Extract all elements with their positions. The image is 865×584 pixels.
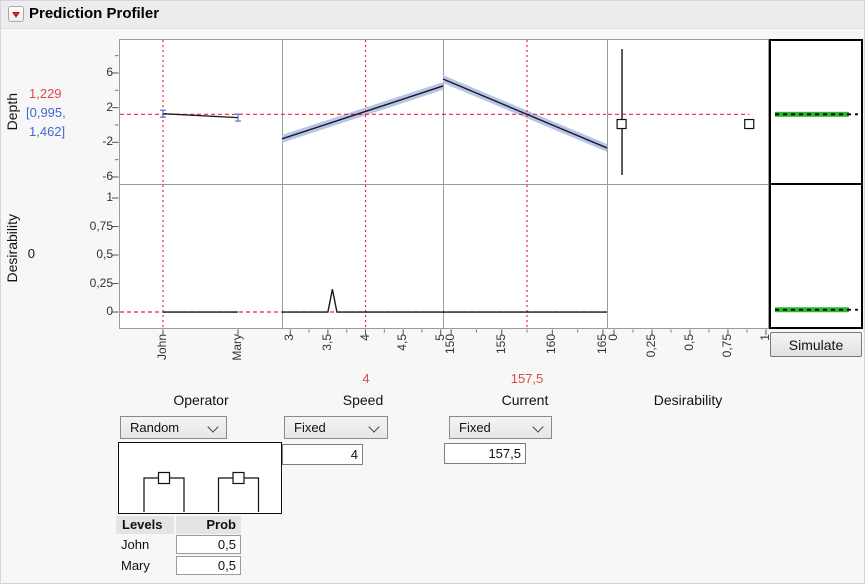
depth-ci-line1: [0,995, <box>26 105 66 120</box>
x-tick-label: Mary <box>229 334 244 361</box>
factor-label-speed: Speed <box>342 392 384 408</box>
depth-ci-line2: 1,462] <box>29 124 66 139</box>
current-value-input[interactable] <box>444 443 526 464</box>
speed-mode-dropdown[interactable]: Fixed <box>284 416 388 439</box>
x-tick-label: 1 <box>757 334 772 341</box>
chevron-down-icon <box>207 421 219 433</box>
x-tick-label: 0,5 <box>681 334 696 351</box>
y-tick-label: 2 <box>106 99 113 114</box>
desirability-current-value: 0 <box>27 246 35 261</box>
x-tick-label: 150 <box>443 334 458 355</box>
factor-label-desirability: Desirability <box>653 392 723 408</box>
x-tick-label: John <box>155 334 169 361</box>
response-depth-label: Depth <box>4 93 20 131</box>
simulate-button[interactable]: Simulate <box>770 332 862 357</box>
y-tick-label: -2 <box>102 134 113 149</box>
chevron-down-icon <box>368 421 380 433</box>
x-tick-label: 3,5 <box>319 334 334 351</box>
y-tick-label: 1 <box>106 190 113 205</box>
prob-input-john[interactable] <box>176 535 241 554</box>
speed-current-value-label[interactable]: 4 <box>362 371 370 386</box>
title-bar: Prediction Profiler <box>1 1 864 29</box>
x-tick-label: 0,75 <box>719 334 734 358</box>
current-mode-value: Fixed <box>459 420 491 435</box>
y-tick-label: 0 <box>106 304 113 318</box>
x-tick-label: 160 <box>544 334 559 355</box>
y-tick-label: -6 <box>102 168 113 183</box>
x-tick-label: 155 <box>493 334 508 355</box>
operator-mode-dropdown[interactable]: Random <box>120 416 227 439</box>
depth-prediction-value: 1,229 <box>29 86 62 101</box>
factor-label-operator: Operator <box>173 392 229 408</box>
y-tick-label: 0,25 <box>89 275 113 290</box>
y-tick-label: 0,5 <box>96 247 113 262</box>
x-tick-label: 4,5 <box>395 334 410 351</box>
chevron-down-icon <box>532 421 544 433</box>
x-tick-label: 3 <box>282 334 297 341</box>
y-tick-label: 0,75 <box>89 218 113 233</box>
x-tick-label: 0 <box>605 334 620 341</box>
x-tick-label: 4 <box>357 334 372 341</box>
factor-label-current: Current <box>501 392 549 408</box>
current-current-value-label[interactable]: 157,5 <box>510 371 544 386</box>
current-mode-dropdown[interactable]: Fixed <box>449 416 552 439</box>
page-title: Prediction Profiler <box>29 5 160 22</box>
level-label-john: John <box>121 537 150 552</box>
levels-table-header-levels: Levels <box>116 516 174 534</box>
speed-value-input[interactable] <box>282 444 363 465</box>
levels-table-header-prob: Prob <box>176 516 241 534</box>
speed-mode-value: Fixed <box>294 420 326 435</box>
y-tick-label: 6 <box>106 64 113 79</box>
red-triangle-icon <box>11 11 20 18</box>
simulator-desirability-cell <box>769 183 863 329</box>
simulator-depth-cell <box>769 39 863 185</box>
prob-input-mary[interactable] <box>176 556 241 575</box>
level-label-mary: Mary <box>121 558 150 573</box>
operator-distribution-box[interactable] <box>118 442 282 514</box>
panel-divider <box>119 184 769 185</box>
operator-mode-value: Random <box>130 420 180 435</box>
disclosure-button[interactable] <box>8 6 24 22</box>
x-tick-label: 0,25 <box>643 334 658 358</box>
